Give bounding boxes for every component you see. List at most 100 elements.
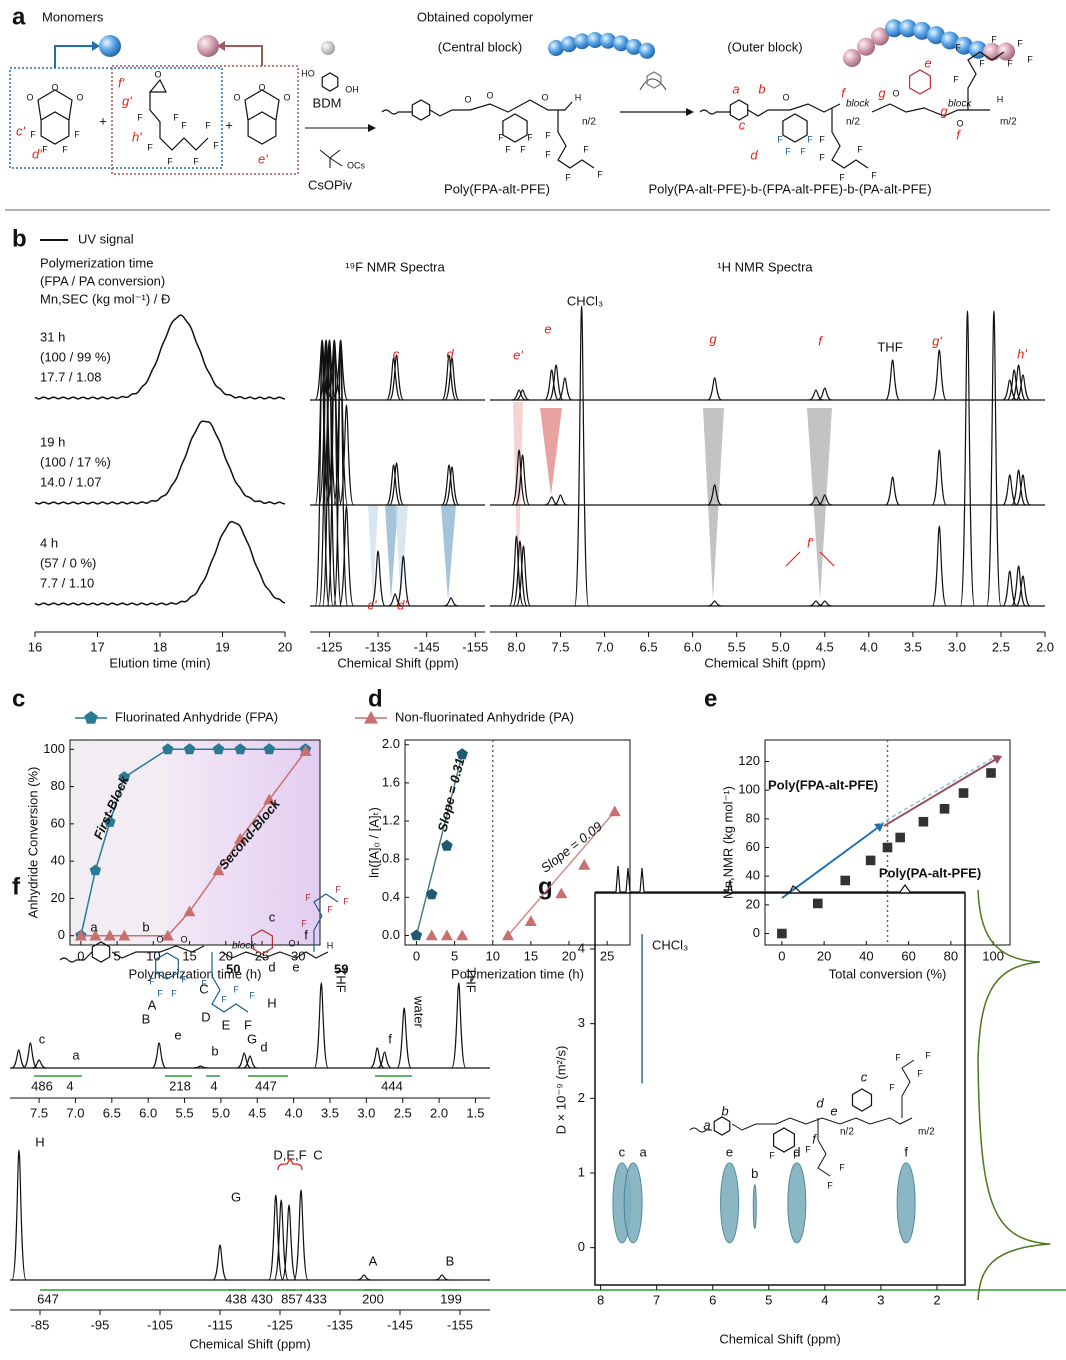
anhydride — [37, 89, 73, 121]
atom: F — [545, 149, 551, 159]
y-tick-label: 0.0 — [382, 927, 400, 942]
y-tick-label: 1.6 — [382, 774, 400, 789]
point — [895, 832, 905, 843]
atom: F — [520, 144, 526, 154]
x-tick-label: -145 — [414, 639, 440, 654]
blue-bead — [955, 36, 973, 55]
arrow — [54, 45, 92, 68]
y-tick-label: 2.0 — [382, 736, 400, 751]
atom: F — [917, 1068, 923, 1078]
x-tick-label: 5 — [113, 948, 120, 963]
label: e' — [258, 151, 268, 166]
atom: O — [892, 88, 899, 98]
atom: F — [925, 1050, 931, 1060]
arrow-head — [874, 823, 884, 832]
peak — [318, 344, 334, 506]
peak — [931, 525, 947, 607]
atom: F — [181, 974, 187, 984]
x-tick-label: 7 — [653, 1292, 660, 1307]
peak — [707, 377, 722, 401]
label: A — [148, 997, 157, 1012]
guide — [368, 505, 378, 600]
peak — [268, 1194, 284, 1281]
peak — [313, 982, 329, 1069]
plot-frame — [404, 739, 631, 946]
point — [918, 816, 929, 827]
point — [456, 748, 468, 760]
x-tick-label: 40 — [859, 948, 873, 963]
x-tick-label: 8.0 — [507, 639, 525, 654]
x-tick-label: 15 — [524, 948, 538, 963]
peak — [515, 454, 531, 506]
integral: 438 — [225, 1291, 247, 1306]
side-chain — [831, 51, 1005, 169]
x-tick-label: 0 — [77, 948, 84, 963]
peak — [1002, 474, 1018, 506]
ring — [646, 71, 662, 89]
atom: F — [769, 1150, 775, 1160]
peak-label: THF — [464, 967, 479, 992]
label: h' — [132, 129, 142, 144]
x-tick-label: 2.0 — [1036, 639, 1054, 654]
peak — [808, 600, 824, 607]
label: Slope = 0.31 — [435, 756, 468, 833]
atom: H — [327, 940, 334, 950]
point — [425, 929, 438, 941]
atom: F — [213, 140, 219, 150]
atom: F — [597, 169, 603, 179]
point — [212, 864, 225, 876]
label: Slope = 0.09 — [538, 819, 605, 876]
trace-label: 4 h — [40, 535, 58, 550]
diffusion-signal — [623, 1162, 643, 1244]
side-chain — [557, 110, 595, 169]
peak — [931, 449, 947, 506]
atom: O — [26, 92, 33, 102]
blue-bead — [626, 38, 642, 55]
peak — [388, 462, 405, 506]
peak — [808, 389, 824, 401]
atom: F — [889, 1082, 895, 1092]
peak — [1015, 474, 1031, 506]
atom: F — [147, 142, 153, 152]
label: n/2 — [840, 1127, 854, 1138]
x-tick-label: 2.0 — [430, 1105, 448, 1120]
peak — [817, 600, 832, 607]
ring — [91, 941, 111, 963]
peak — [515, 545, 532, 607]
label: d — [816, 1095, 824, 1110]
label: H — [267, 995, 276, 1010]
peak — [273, 1199, 289, 1281]
label: Poly(FPA-alt-PFE) — [444, 181, 550, 196]
arrow-head — [686, 108, 694, 116]
peak — [931, 349, 947, 401]
atom: O — [180, 934, 187, 944]
integral: 199 — [440, 1291, 462, 1306]
atom: F — [233, 984, 239, 994]
sec-trace — [34, 520, 286, 606]
atom: F — [181, 120, 187, 130]
atom: O — [283, 92, 290, 102]
backbone — [59, 945, 329, 963]
label: c — [861, 1069, 868, 1084]
label: f — [956, 127, 961, 142]
panel-label: c — [12, 685, 25, 712]
peak — [31, 1059, 47, 1069]
label: f — [841, 85, 846, 100]
peak — [236, 1052, 252, 1069]
y-tick-label: 0 — [753, 925, 760, 940]
point — [939, 804, 950, 814]
label: f — [818, 333, 823, 348]
trace-label: (100 / 17 %) — [40, 454, 111, 469]
x-tick-label: 25 — [600, 948, 614, 963]
label: d — [750, 147, 758, 162]
sec-trace — [34, 420, 285, 505]
peak — [959, 310, 976, 607]
projection — [977, 889, 1051, 1301]
side-chain — [817, 1059, 915, 1177]
integral: 857 — [281, 1291, 303, 1306]
ring — [247, 111, 277, 145]
y-tick-label: 0.8 — [382, 851, 400, 866]
point — [426, 888, 438, 900]
point — [456, 929, 469, 941]
peak-label: f — [388, 1031, 392, 1046]
